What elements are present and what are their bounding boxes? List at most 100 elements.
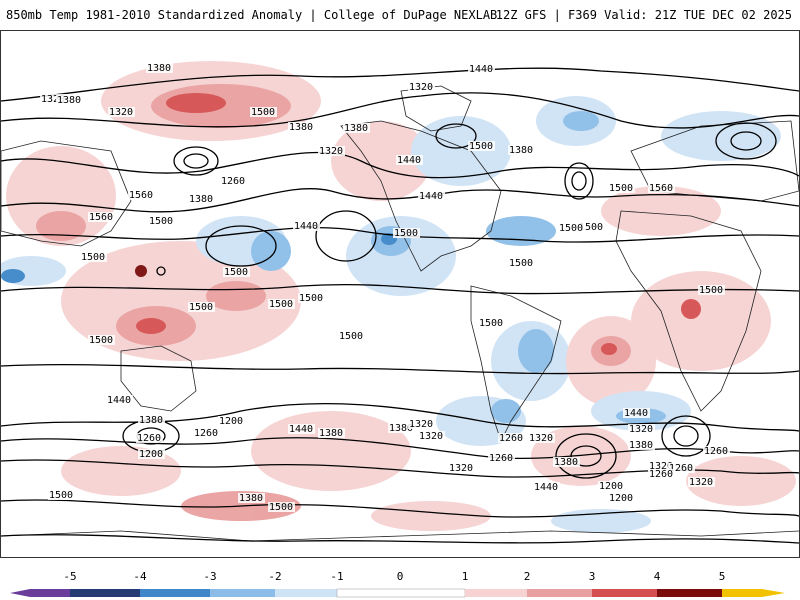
contour-label: 1200 bbox=[219, 416, 243, 427]
contour-label: 1500 bbox=[479, 318, 503, 329]
contour-label: 1500 bbox=[89, 335, 113, 346]
contour-label: 1440 bbox=[294, 221, 318, 232]
colorbar-left-tip bbox=[10, 589, 30, 597]
anomaly-patch bbox=[631, 271, 771, 371]
contour-label: 1560 bbox=[89, 212, 113, 223]
colorbar-segment bbox=[30, 589, 70, 597]
anomaly-patch bbox=[251, 231, 291, 271]
high-center-contour bbox=[315, 210, 377, 262]
contour-label: 1380 bbox=[239, 493, 263, 504]
contour-label: 1320 bbox=[409, 82, 433, 93]
contour-label: 1500 bbox=[49, 490, 73, 501]
contour-label: 1500 bbox=[559, 223, 583, 234]
low-center-contour bbox=[435, 123, 477, 149]
anomaly-patch bbox=[491, 399, 521, 423]
colorbar-tick-label: 4 bbox=[653, 570, 661, 583]
contour-label: 1500 bbox=[189, 302, 213, 313]
contour-label: 1260 bbox=[669, 463, 693, 474]
contour-label: 1380 bbox=[509, 145, 533, 156]
contour-line bbox=[1, 67, 799, 102]
colorbar-tick-label: 0 bbox=[396, 570, 404, 583]
low-center-contour bbox=[555, 433, 617, 479]
contour-label: 1260 bbox=[194, 428, 218, 439]
contour-label: 1200 bbox=[609, 493, 633, 504]
colorbar-tick-label: -3 bbox=[203, 570, 217, 583]
contour-label: 1380 bbox=[344, 123, 368, 134]
contour-label: 1260 bbox=[499, 433, 523, 444]
contour-label: 1320 bbox=[409, 419, 433, 430]
colorbar-segment bbox=[275, 589, 337, 597]
colorbar-segment bbox=[592, 589, 657, 597]
south-america-coast bbox=[470, 285, 562, 443]
contour-label: 1380 bbox=[57, 95, 81, 106]
contour-label: 1200 bbox=[139, 449, 163, 460]
africa-coast bbox=[615, 210, 762, 412]
contour-label: 1380 bbox=[554, 457, 578, 468]
north-america-coast bbox=[340, 120, 502, 272]
contour-line bbox=[1, 151, 799, 179]
contour-label: 1320 bbox=[689, 477, 713, 488]
colorbar-segment bbox=[210, 589, 275, 597]
low-center-contour bbox=[730, 131, 762, 151]
contour-line bbox=[1, 92, 799, 129]
anomaly-patch bbox=[136, 318, 166, 334]
colorbar-tick-label: 1 bbox=[461, 570, 469, 583]
contour-label: 1260 bbox=[137, 433, 161, 444]
contour-label: 1380 bbox=[389, 423, 413, 434]
colorbar-segment bbox=[70, 589, 140, 597]
anomaly-patch bbox=[686, 456, 796, 506]
contour-label: 1500 bbox=[699, 285, 723, 296]
contour-label: 1440 bbox=[624, 408, 648, 419]
contour-label: 1500 bbox=[149, 216, 173, 227]
low-center-contour bbox=[564, 162, 594, 200]
contour-label: 1440 bbox=[289, 424, 313, 435]
contour-line bbox=[1, 534, 799, 544]
colorbar-tick-label: 5 bbox=[718, 570, 726, 583]
map-panel[interactable]: 1380 1320 1380 1320 1500 1380 1320 1440 1380 1320… bbox=[0, 30, 800, 558]
contour-label: 1200 bbox=[599, 481, 623, 492]
anomaly-patch bbox=[251, 411, 411, 491]
contour-label: 1380 bbox=[319, 428, 343, 439]
anomaly-patch bbox=[518, 329, 554, 373]
colorbar-tick-label: -2 bbox=[268, 570, 282, 583]
contour-label: 1560 bbox=[649, 183, 673, 194]
asia-west-coast bbox=[1, 140, 132, 247]
contour-label: 1260 bbox=[489, 453, 513, 464]
anomaly-patch bbox=[371, 501, 491, 531]
contour-label: 1440 bbox=[107, 395, 131, 406]
contour-line bbox=[1, 188, 799, 213]
contour-label: 1320 bbox=[649, 461, 673, 472]
contour-label: 1320 bbox=[629, 424, 653, 435]
colorbar-tick-label: -1 bbox=[330, 570, 344, 583]
contour-label: 1380 bbox=[629, 440, 653, 451]
contour-label: 1500 bbox=[269, 299, 293, 310]
contour-line bbox=[1, 227, 799, 243]
contour-line bbox=[1, 363, 799, 375]
contour-label: 1380 bbox=[139, 415, 163, 426]
colorbar-tick-label: -4 bbox=[133, 570, 147, 583]
colorbar-right-tip bbox=[762, 589, 785, 597]
colorbar-segment bbox=[527, 589, 592, 597]
contour-line bbox=[1, 459, 799, 478]
contour-label: 1500 bbox=[81, 252, 105, 263]
anomaly-patch bbox=[681, 299, 701, 319]
low-center-contour bbox=[183, 153, 209, 169]
contour-label: 1500 bbox=[394, 228, 418, 239]
contour-label: 1440 bbox=[419, 191, 443, 202]
low-center-contour bbox=[570, 445, 602, 467]
contour-label: 1440 bbox=[469, 64, 493, 75]
colorbar-segment bbox=[140, 589, 210, 597]
colorbar: -5 -4 -3 -2 -1 0 1 2 3 4 5 bbox=[0, 570, 800, 600]
contour-label: 1260 bbox=[704, 446, 728, 457]
contour-label: 1440 bbox=[534, 482, 558, 493]
low-center-contour bbox=[715, 122, 777, 160]
contour-label: 1500 bbox=[609, 183, 633, 194]
model-run-info: 12Z GFS | F369 Valid: 21Z TUE DEC 02 202… bbox=[495, 8, 792, 22]
contour-label: 1500 bbox=[224, 267, 248, 278]
contour-label: 1320 bbox=[529, 433, 553, 444]
anomaly-patch bbox=[411, 116, 511, 186]
anomaly-patch bbox=[331, 121, 431, 201]
anomaly-patch bbox=[135, 265, 147, 277]
contour-line bbox=[1, 499, 799, 518]
